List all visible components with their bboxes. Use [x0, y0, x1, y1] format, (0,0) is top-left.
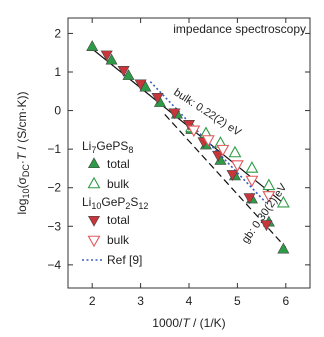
- legend-label-li10-bulk: bulk: [107, 233, 130, 247]
- x-tick-label: 5: [234, 294, 241, 308]
- li7-total-point: [277, 242, 290, 254]
- li7-total-point: [122, 69, 135, 80]
- li7-total-point: [105, 53, 118, 65]
- li10-total-point: [151, 93, 164, 104]
- legend-marker-li7-bulk: [87, 176, 101, 189]
- y-tick-label: −4: [47, 258, 61, 272]
- y-tick-label: 1: [54, 65, 61, 79]
- y-tick-label: −1: [47, 142, 61, 156]
- li10-total-point: [260, 220, 273, 232]
- li10-total-point: [182, 120, 196, 131]
- li7-bulk-point: [262, 178, 276, 191]
- x-tick-label: 3: [137, 294, 144, 308]
- data-points: [86, 40, 290, 254]
- li10-bulk-point: [216, 144, 230, 157]
- x-tick-label: 6: [282, 294, 289, 308]
- li10-total-point: [117, 66, 130, 77]
- li10-total-point: [100, 50, 113, 62]
- y-axis-title: log10(σDC·T / (S/cm·K)): [15, 91, 31, 214]
- y-tick-label: −2: [47, 181, 61, 195]
- li10-total-point: [168, 108, 181, 120]
- li10-bulk-point: [187, 125, 201, 138]
- li10-total-point: [134, 79, 147, 91]
- li7-bulk-point: [276, 195, 290, 208]
- x-tick-label: 2: [89, 294, 96, 308]
- axis-ticks: 2 3 4 5 6 2 1 0 −1 −2 −3 −4: [47, 18, 310, 308]
- chart-title: impedance spectroscopy: [173, 22, 306, 36]
- li10-total-point: [226, 170, 239, 181]
- legend: Li7GePS8 total bulk Li10GeP2S12 total bu…: [82, 139, 148, 267]
- legend-label-ref: Ref [9]: [107, 253, 142, 267]
- line-dotted: [149, 81, 268, 204]
- li10-bulk-point: [262, 191, 276, 203]
- li7-bulk-point: [228, 145, 242, 158]
- annotation-gb: gb: 0.30(2) eV: [240, 181, 290, 246]
- x-axis-title: 1000/T / (1/K): [152, 316, 225, 330]
- legend-group-li10: Li10GeP2S12: [82, 195, 148, 211]
- x-tick-label: 4: [186, 294, 193, 308]
- li10-bulk-point: [230, 160, 244, 172]
- legend-label-li10-total: total: [107, 213, 130, 227]
- li7-total-point: [86, 40, 99, 51]
- li10-bulk-point: [245, 175, 259, 188]
- legend-marker-li10-bulk: [87, 235, 101, 248]
- y-tick-label: 0: [54, 104, 61, 118]
- li10-total-point: [243, 193, 256, 205]
- li7-bulk-point: [245, 161, 259, 173]
- legend-group-li7: Li7GePS8: [82, 139, 133, 155]
- legend-marker-li10-total: [87, 215, 101, 227]
- li10-total-point: [212, 150, 225, 162]
- legend-marker-li7-total: [87, 157, 101, 169]
- li10-bulk-point: [201, 135, 215, 147]
- legend-label-li7-total: total: [107, 157, 130, 171]
- y-tick-label: −3: [47, 219, 61, 233]
- y-tick-label: 2: [54, 26, 61, 40]
- legend-label-li7-bulk: bulk: [107, 177, 130, 191]
